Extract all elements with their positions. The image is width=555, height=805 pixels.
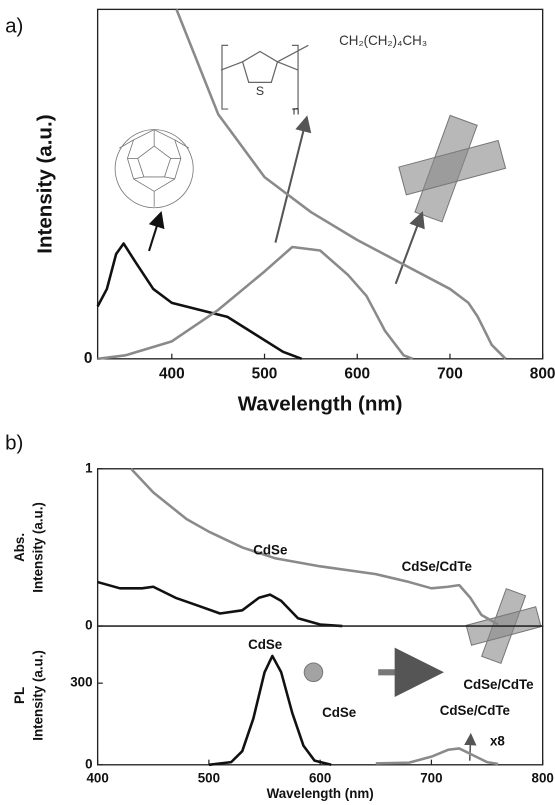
annotation: CdSe bbox=[248, 637, 282, 652]
y-axis-label: Intensity (a.u.) bbox=[34, 114, 57, 253]
x-tick-label: 800 bbox=[530, 365, 555, 382]
plot-frame bbox=[96, 468, 544, 627]
annotation: S bbox=[256, 84, 264, 98]
data-line bbox=[97, 245, 414, 361]
y-axis-label: Abs. bbox=[12, 533, 27, 562]
annotation: CdSe/CdTe bbox=[463, 677, 533, 692]
y-axis-label: PL bbox=[12, 687, 27, 704]
data-line bbox=[96, 242, 303, 361]
y-tick-label: 1 bbox=[85, 460, 93, 475]
data-line bbox=[130, 467, 499, 626]
y-tick-label: 0 bbox=[84, 350, 93, 367]
x-tick-label: 600 bbox=[344, 365, 370, 382]
x-axis-label: Wavelength (nm) bbox=[238, 392, 403, 415]
x-tick-label: 700 bbox=[437, 365, 463, 382]
plot-frame bbox=[96, 625, 544, 766]
y-axis-label: Intensity (a.u.) bbox=[31, 502, 46, 593]
x-tick-label: 700 bbox=[420, 771, 442, 786]
x-axis-label: Wavelength (nm) bbox=[267, 786, 374, 801]
x-tick-label: 400 bbox=[159, 365, 185, 382]
data-line bbox=[97, 580, 343, 628]
panel-label: b) bbox=[5, 432, 23, 455]
fullerene-drawing bbox=[114, 129, 194, 209]
x-tick-label: 800 bbox=[532, 771, 554, 786]
y-tick-label: 0 bbox=[85, 756, 92, 771]
y-tick-label: 0 bbox=[85, 618, 92, 633]
annotation: CdSe/CdTe bbox=[402, 559, 472, 574]
y-axis-label: Intensity (a.u.) bbox=[31, 650, 46, 741]
panel-label: a) bbox=[5, 14, 23, 37]
annotation: CH₂(CH₂)₄CH₃ bbox=[339, 33, 427, 48]
y-tick-label: 300 bbox=[70, 675, 92, 690]
x-tick-label: 600 bbox=[309, 771, 331, 786]
annotation: n bbox=[293, 103, 300, 117]
x-tick-label: 500 bbox=[252, 365, 278, 382]
data-line bbox=[208, 654, 332, 767]
thiophene-drawing bbox=[220, 44, 309, 110]
annotation: x8 bbox=[490, 734, 505, 749]
data-line bbox=[175, 8, 507, 360]
annotation: CdSe/CdTe bbox=[440, 703, 510, 718]
data-line bbox=[375, 747, 499, 766]
x-tick-label: 500 bbox=[198, 771, 220, 786]
annotation: CdSe bbox=[322, 705, 356, 720]
x-tick-label: 400 bbox=[86, 771, 108, 786]
arrows bbox=[148, 115, 477, 761]
plot-frame bbox=[96, 8, 544, 360]
annotation: CdSe bbox=[253, 543, 287, 558]
